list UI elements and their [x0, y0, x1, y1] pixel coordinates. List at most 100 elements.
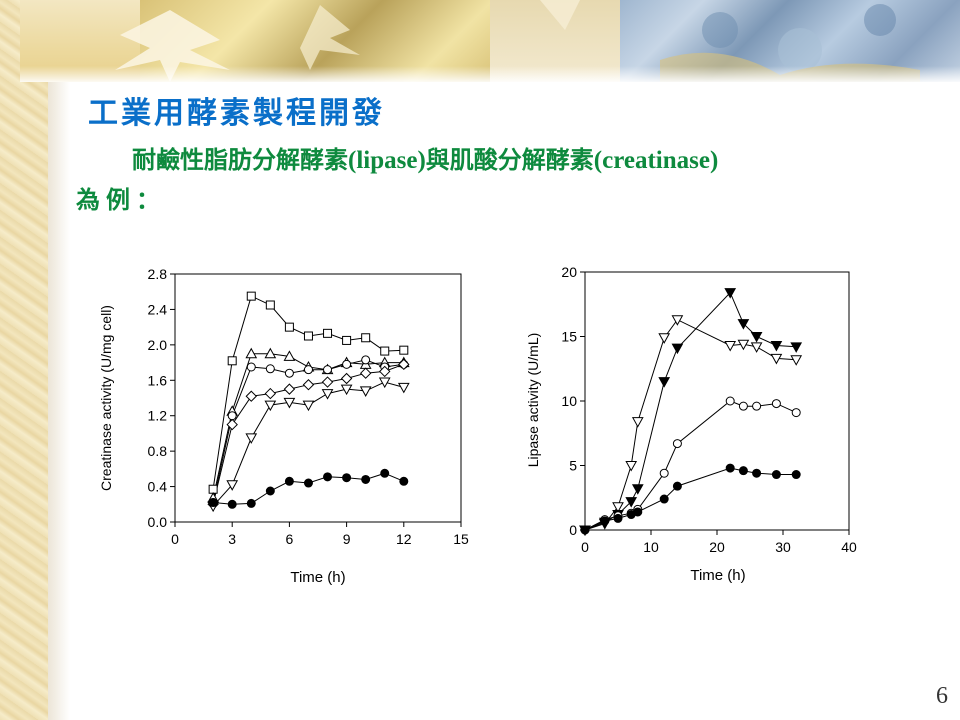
y-tick-label: 0.0: [148, 514, 168, 530]
y-tick-label: 2.0: [148, 337, 168, 353]
y-tick-label: 2.8: [148, 266, 168, 282]
data-point-circle-open: [725, 396, 735, 406]
y-tick-label: 15: [561, 329, 577, 345]
x-tick-label: 10: [643, 539, 659, 555]
x-tick-label: 15: [453, 531, 469, 547]
data-point-triangle-down-open: [612, 502, 624, 513]
data-point-circle-filled: [600, 516, 610, 526]
data-point-triangle-down-open: [790, 355, 803, 366]
data-point-square-open: [303, 331, 313, 341]
data-point-square-open: [265, 300, 275, 310]
data-point-circle-filled: [725, 463, 735, 473]
data-point-square-open: [361, 333, 371, 343]
data-point-diamond-open: [245, 390, 257, 402]
data-point-circle-filled: [738, 466, 748, 476]
x-tick-label: 3: [228, 531, 236, 547]
data-point-triangle-down-open: [658, 333, 671, 344]
data-point-circle-open: [361, 355, 371, 365]
x-tick-label: 40: [841, 539, 857, 555]
subtitle-creatinase-zh: 與肌酸分解酵素: [425, 146, 594, 174]
data-point-circle-filled: [265, 486, 275, 496]
data-point-triangle-down-open: [631, 417, 644, 428]
data-point-circle-open: [284, 368, 294, 378]
data-point-circle-filled: [752, 468, 762, 478]
data-point-diamond-open: [226, 418, 238, 431]
data-point-circle-filled: [380, 468, 390, 478]
data-point-diamond-open: [398, 358, 410, 371]
data-point-triangle-down-open: [625, 461, 638, 472]
x-tick-label: 12: [396, 531, 412, 547]
y-tick-label: 1.2: [148, 408, 168, 424]
data-point-triangle-down-open: [283, 397, 296, 409]
chart-xlabel: Time (h): [290, 569, 345, 586]
chart-ylabel: Lipase activity (U/mL): [525, 333, 541, 468]
data-point-circle-filled: [227, 499, 237, 509]
data-point-circle-open: [323, 365, 333, 375]
left-shadow: [48, 0, 70, 720]
y-tick-label: 5: [569, 458, 577, 474]
subtitle-lipase-zh: 耐鹼性脂肪分解酵素: [132, 146, 348, 174]
x-tick-label: 6: [286, 531, 294, 547]
data-point-square-open: [208, 484, 218, 494]
data-point-circle-open: [738, 401, 748, 411]
data-point-circle-filled: [399, 476, 409, 486]
data-point-triangle-down-open: [724, 341, 737, 352]
data-point-triangle-down-open: [750, 342, 763, 353]
data-point-square-open: [380, 346, 390, 356]
data-point-circle-open: [303, 365, 313, 375]
slide-subtitle-line2: 為例：: [76, 186, 166, 214]
data-point-triangle-down-filled: [737, 319, 750, 330]
data-point-circle-filled: [613, 513, 623, 523]
x-tick-label: 0: [581, 539, 589, 555]
data-point-triangle-down-open: [671, 315, 684, 326]
left-decorative-texture: [0, 0, 48, 720]
slide-subtitle: 耐鹼性脂肪分解酵素(lipase)與肌酸分解酵素(creatinase): [132, 140, 718, 175]
data-point-square-open: [399, 345, 409, 355]
data-point-triangle-down-open: [397, 382, 410, 394]
top-banner-image: [20, 0, 960, 82]
data-point-triangle-up-open: [264, 347, 277, 359]
data-point-square-open: [246, 291, 256, 301]
page-number: 6: [936, 683, 948, 709]
data-point-triangle-down-filled: [790, 342, 803, 353]
subtitle-creatinase-en: (creatinase): [593, 147, 719, 174]
y-tick-label: 0: [569, 522, 577, 538]
data-point-triangle-down-open: [321, 389, 334, 400]
lipase-chart: 0 10 20 30 40 0 5 10 15 20 Lipase activity (U/mL)…: [525, 264, 857, 584]
data-point-triangle-down-open: [302, 400, 315, 412]
y-tick-label: 20: [561, 264, 577, 280]
data-point-circle-open: [791, 408, 801, 418]
data-point-circle-open: [659, 468, 669, 478]
data-point-triangle-down-open: [226, 480, 239, 491]
chart-xlabel: Time (h): [690, 567, 745, 584]
data-point-diamond-open: [359, 367, 372, 379]
y-tick-label: 1.6: [148, 372, 168, 388]
data-point-triangle-down-open: [378, 377, 391, 389]
x-tick-label: 0: [171, 531, 179, 547]
data-point-circle-open: [771, 399, 781, 409]
data-point-circle-filled: [659, 494, 669, 504]
data-point-circle-filled: [246, 498, 256, 508]
data-point-circle-filled: [323, 472, 333, 482]
x-tick-label: 30: [775, 539, 791, 555]
data-point-circle-open: [752, 401, 762, 411]
data-point-triangle-down-filled: [750, 332, 763, 343]
data-point-diamond-open: [379, 365, 391, 378]
data-point-triangle-down-filled: [724, 288, 737, 299]
subtitle-lipase-en: (lipase): [348, 147, 426, 174]
y-tick-label: 10: [561, 393, 577, 409]
y-tick-label: 0.8: [148, 443, 168, 459]
data-point-square-open: [227, 356, 237, 366]
data-point-circle-filled: [342, 473, 352, 483]
data-point-circle-filled: [633, 507, 643, 517]
data-point-triangle-up-open: [245, 347, 258, 359]
data-point-triangle-down-filled: [671, 343, 684, 355]
data-point-triangle-down-filled: [631, 484, 644, 495]
data-point-triangle-up-open: [283, 350, 296, 361]
data-point-circle-filled: [208, 498, 218, 508]
data-point-triangle-down-open: [737, 339, 750, 351]
data-point-triangle-down-open: [245, 433, 258, 444]
data-point-diamond-open: [340, 372, 353, 385]
data-point-square-open: [342, 335, 352, 345]
data-point-square-open: [284, 322, 294, 332]
